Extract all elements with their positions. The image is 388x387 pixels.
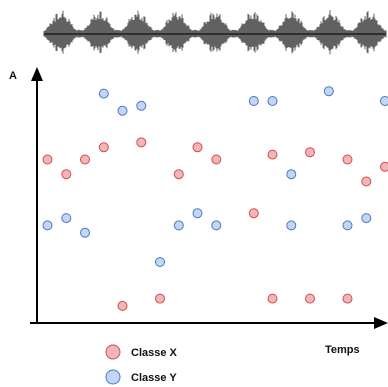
point-classe-y-11	[61, 213, 72, 224]
point-classe-x-17	[117, 300, 128, 311]
point-classe-y-3	[136, 100, 147, 111]
legend-marker-classe-y	[105, 369, 121, 385]
point-classe-x-8	[211, 154, 222, 165]
point-classe-x-12	[361, 176, 372, 187]
point-classe-y-2	[117, 105, 128, 116]
point-classe-y-18	[361, 213, 372, 224]
point-classe-x-21	[342, 293, 353, 304]
legend-label-classe-x: Classe X	[131, 347, 178, 359]
point-classe-x-7	[192, 142, 203, 153]
point-classe-x-6	[173, 169, 184, 180]
data-points	[42, 86, 388, 311]
x-axis-arrow	[374, 317, 388, 329]
point-classe-y-15	[211, 220, 222, 231]
point-classe-x-11	[342, 154, 353, 165]
point-classe-x-5	[136, 137, 147, 148]
point-classe-x-2	[61, 169, 72, 180]
point-classe-y-1	[98, 88, 109, 99]
legend-marker-classe-x	[105, 344, 121, 360]
point-classe-y-13	[173, 220, 184, 231]
point-classe-y-17	[342, 220, 353, 231]
y-axis-label: A	[9, 70, 17, 82]
point-classe-y-10	[42, 220, 53, 231]
point-classe-x-4	[98, 142, 109, 153]
x-axis-label: Temps	[325, 344, 360, 356]
point-classe-x-10	[305, 147, 315, 158]
point-classe-x-1	[42, 154, 53, 165]
point-classe-y-14	[192, 208, 203, 219]
point-classe-y-16	[286, 220, 297, 231]
legend: Classe X Classe Y	[105, 344, 178, 385]
point-classe-x-18	[155, 293, 165, 304]
point-classe-x-3	[80, 154, 90, 165]
point-classe-x-19	[267, 293, 278, 304]
point-classe-y-7	[380, 96, 388, 106]
point-classe-x-20	[305, 293, 315, 304]
y-axis-arrow	[31, 67, 43, 81]
legend-label-classe-y: Classe Y	[131, 372, 177, 384]
point-classe-y-12	[80, 227, 90, 238]
point-classe-y-4	[248, 96, 259, 106]
point-classe-y-22	[155, 257, 165, 267]
waveform-path	[43, 10, 387, 55]
point-classe-y-5	[267, 96, 278, 106]
point-classe-y-9	[286, 169, 297, 180]
point-classe-x-13	[380, 161, 388, 172]
audio-waveform-icon	[43, 10, 387, 55]
point-classe-x-9	[267, 149, 278, 160]
point-classe-y-6	[323, 86, 334, 97]
point-classe-x-16	[248, 208, 259, 219]
